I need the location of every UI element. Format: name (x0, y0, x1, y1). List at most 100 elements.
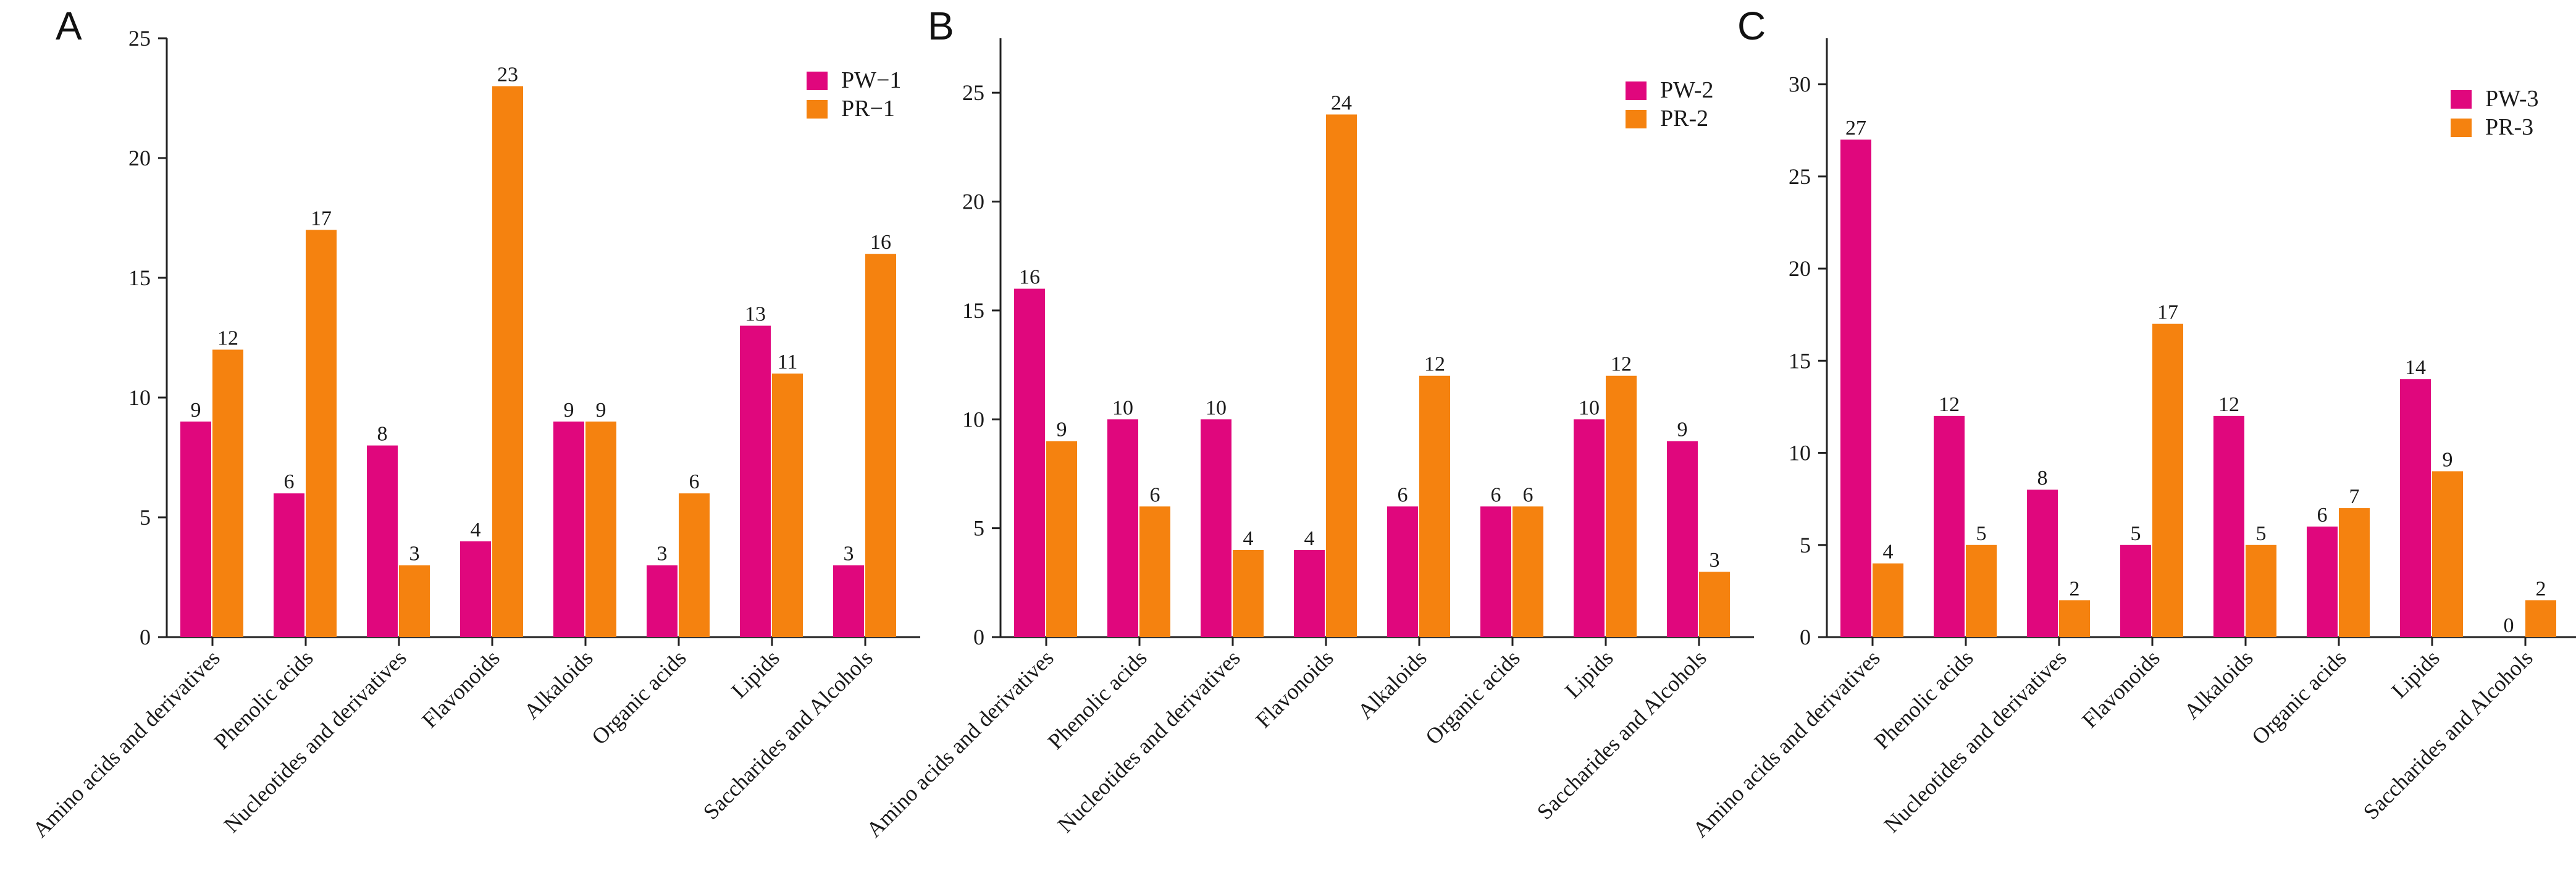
panel-a-category-label: Amino acids and derivatives (28, 645, 225, 842)
panel-a-y-tick-label: 15 (128, 265, 151, 290)
panel-c-y-axis: 0 5 10 15 20 25 30 (1789, 38, 1828, 649)
panel-a-value-label: 3 (657, 543, 668, 565)
panel-b-y-tick-label: 10 (962, 407, 984, 432)
panel-c-value-label: 8 (2037, 467, 2048, 490)
panel-c-category-label: Lipids (2386, 645, 2444, 703)
panel-a-bar-pr (399, 565, 430, 637)
panel-c-bar-pw (2027, 490, 2058, 637)
panel-a-category-label: Nucleotides and derivatives (219, 645, 411, 837)
panel-a-bar-pw (460, 541, 491, 637)
panel-b-bar-pr (1233, 549, 1264, 637)
panel-c-value-label: 12 (2218, 393, 2239, 416)
panel-b-y-tick-label: 5 (973, 516, 984, 541)
panel-c-bar-pr (2525, 600, 2556, 637)
panel-c-bar-pw (2120, 544, 2151, 637)
panel-b-value-label: 6 (1523, 483, 1533, 506)
panel-a-category-label: Lipids (726, 645, 784, 703)
panel-c-value-label: 27 (1845, 117, 1866, 140)
panel-b-category-label: Flavonoids (1251, 645, 1338, 732)
panel-c-y-tick-label: 10 (1789, 441, 1811, 465)
panel-c-bar-pw (2400, 379, 2431, 637)
panel-a-y-tick-label: 5 (140, 505, 151, 530)
panel-b-legend: PW-2 PR-2 (1626, 77, 1714, 131)
panel-b-bar-pw (1107, 419, 1138, 637)
panel-b-y-tick-label: 0 (973, 625, 984, 649)
panel-b-y-tick-label: 25 (962, 80, 984, 105)
panel-b-bar-pr (1606, 375, 1637, 637)
panel-b-value-label: 9 (1677, 419, 1688, 441)
panel-a-y-tick-label: 0 (140, 625, 151, 649)
panel-b-bar-pw (1387, 506, 1418, 637)
panel-a-value-label: 4 (471, 519, 481, 541)
chart-panel-b: B 0 5 10 15 20 25 Amino acids and derivatives… (862, 4, 1754, 842)
panel-b-legend-label-pr: PR-2 (1660, 106, 1708, 131)
panel-c-y-tick-label: 20 (1789, 256, 1811, 281)
panel-a-bar-pw (180, 421, 211, 637)
panel-c-bar-pr (2152, 323, 2183, 637)
panel-c-value-label: 4 (1883, 541, 1894, 564)
panel-b-value-label: 6 (1491, 483, 1501, 506)
panel-c-value-label: 5 (1976, 522, 1987, 545)
panel-c-y-tick-label: 5 (1800, 533, 1811, 557)
panel-c-y-tick-label: 25 (1789, 164, 1811, 189)
panel-a-value-label: 12 (217, 327, 238, 349)
panel-a-value-label: 13 (745, 303, 766, 326)
panel-a-legend: PW−1 PR−1 (807, 67, 901, 122)
panel-b-legend-label-pw: PW-2 (1660, 77, 1714, 103)
panel-c-bar-pr (1966, 544, 1997, 637)
panel-b-bar-pw (1294, 549, 1325, 637)
panel-a-bar-pw (367, 445, 398, 637)
panel-b-bar-pr (1699, 572, 1730, 637)
panel-b-value-label: 4 (1304, 527, 1315, 550)
panel-a-bar-pr (212, 349, 243, 637)
panel-c-bar-pw (2307, 526, 2338, 637)
panel-b-bar-pw (1667, 441, 1698, 637)
panel-b-category-label: Nucleotides and derivatives (1053, 645, 1245, 837)
panel-a-bar-pw (274, 493, 304, 637)
panel-c-bar-pr (2339, 508, 2370, 637)
panel-a-legend-swatch-pr (807, 100, 828, 119)
panel-c-y-tick-label: 0 (1800, 625, 1811, 649)
panel-a-legend-label-pr: PR−1 (841, 96, 895, 122)
panel-a-category-label: Flavonoids (417, 645, 504, 732)
panel-b-category-label: Saccharides and Alcohols (1532, 645, 1711, 824)
panel-c-legend: PW-3 PR-3 (2451, 86, 2539, 140)
panel-b-bar-pr (1326, 114, 1357, 638)
panel-a-y-tick-label: 25 (128, 26, 151, 51)
panel-c-legend-label-pr: PR-3 (2485, 114, 2533, 140)
panel-c-bar-pw (1840, 140, 1871, 638)
panel-a-bar-pr (772, 373, 803, 637)
panel-c-legend-label-pw: PW-3 (2485, 86, 2539, 112)
panel-a-value-label: 16 (870, 231, 891, 254)
panel-a-bar-pr (585, 421, 616, 637)
panel-a-legend-label-pw: PW−1 (841, 67, 901, 93)
panel-a-category-label: Saccharides and Alcohols (699, 645, 878, 824)
panel-c-value-label: 12 (1939, 393, 1960, 416)
panel-c-category-label: Nucleotides and derivatives (1879, 645, 2071, 837)
panel-c-legend-swatch-pw (2451, 90, 2472, 109)
panel-a-value-label: 3 (844, 543, 854, 565)
panel-c-value-label: 7 (2349, 485, 2360, 508)
panel-a-y-tick-label: 10 (128, 385, 151, 410)
panel-c-legend-swatch-pr (2451, 119, 2472, 137)
panel-a-bar-pw (833, 565, 864, 637)
panel-a-value-label: 11 (778, 351, 798, 373)
panel-b-y-tick-label: 15 (962, 298, 984, 323)
panel-c-value-label: 14 (2405, 356, 2426, 379)
panel-a-bar-pr (492, 86, 523, 638)
panel-c-category-label: Organic acids (2247, 645, 2351, 749)
panel-b-bar-pr (1419, 375, 1450, 637)
panel-c-value-label: 0 (2504, 614, 2514, 637)
panel-c-value-label: 5 (2131, 522, 2141, 545)
panel-b-value-label: 10 (1206, 396, 1227, 419)
panel-a-bar-pr (306, 230, 337, 637)
panel-b-category-label: Lipids (1560, 645, 1617, 703)
panel-c-y-tick-label: 30 (1789, 72, 1811, 97)
panel-c-category-label: Alkaloids (2179, 645, 2257, 724)
